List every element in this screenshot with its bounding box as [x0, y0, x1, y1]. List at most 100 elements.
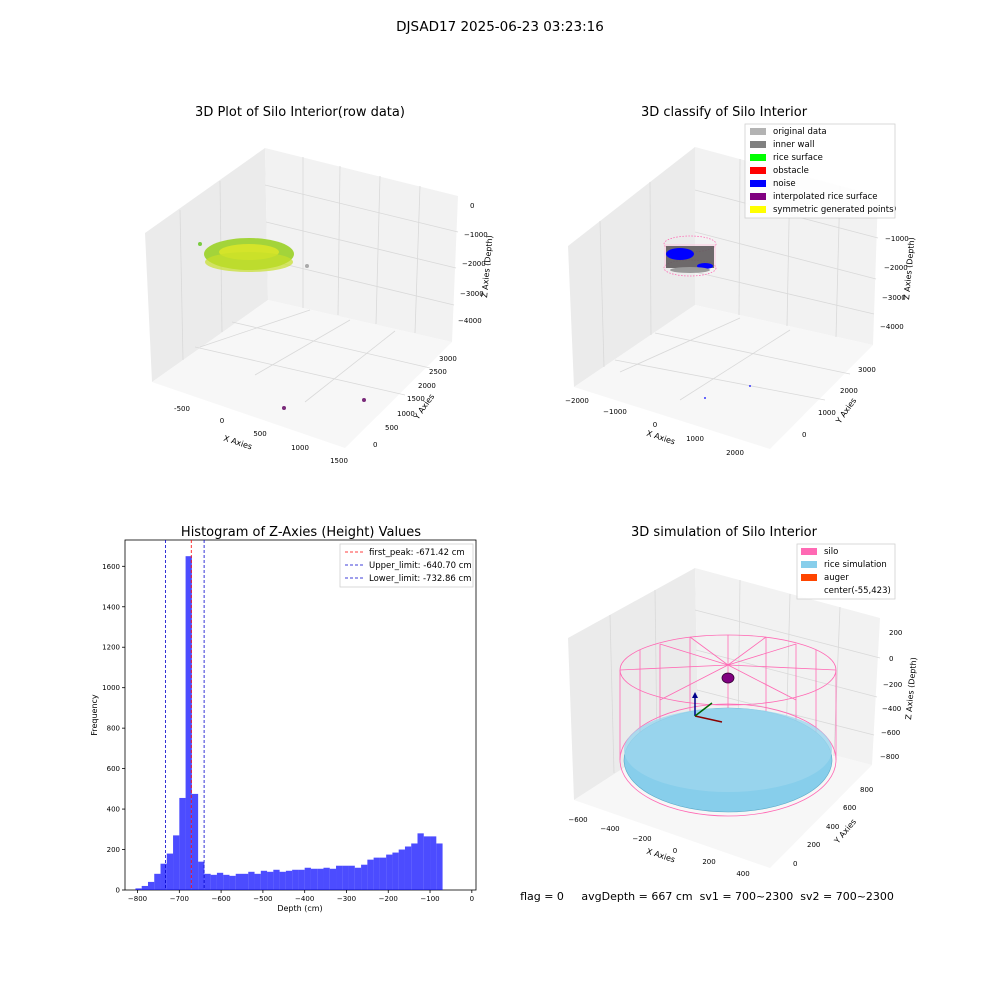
histogram-ylabel: Frequency	[90, 694, 99, 736]
classify-legend-label: obstacle	[773, 166, 809, 176]
histogram-ytick-label: 800	[107, 725, 120, 733]
histogram-ytick-label: 1200	[102, 644, 120, 652]
raw-xtick: 0	[220, 417, 224, 425]
histogram-bar	[310, 868, 318, 890]
classify-legend-label: original data	[773, 127, 827, 137]
raw-xtick: 500	[253, 430, 266, 438]
histogram-ytick-label: 1000	[102, 684, 120, 692]
simulation-plot-title: 3D simulation of Silo Interior	[631, 525, 818, 540]
histogram-ytick-label: 400	[107, 806, 120, 814]
histogram-bar	[436, 843, 443, 890]
histogram-bar	[317, 868, 324, 890]
histogram-bar	[323, 867, 330, 890]
histogram-ytick-label: 200	[107, 846, 120, 854]
simulation-ylabel: Y Axies	[832, 817, 858, 846]
simulation-axis-x-arrow	[694, 715, 723, 723]
histogram-bar	[254, 873, 261, 890]
simulation-ztick: 200	[889, 629, 902, 637]
histogram-plot: Histogram of Z-Axies (Height) Values −80…	[90, 525, 477, 913]
histogram-bar	[354, 867, 362, 890]
classify-xtick: 0	[653, 421, 657, 429]
simulation-legend-swatch	[801, 548, 817, 555]
simulation-ytick: 200	[807, 841, 820, 849]
figure-suptitle: DJSAD17 2025-06-23 03:23:16	[396, 19, 604, 35]
raw-ytick: 3000	[439, 355, 457, 363]
simulation-xtick: −600	[568, 816, 587, 824]
histogram-bar	[423, 836, 431, 890]
histogram-bar	[198, 861, 205, 890]
simulation-legend-label: auger	[824, 573, 849, 583]
histogram-xtick-label: −300	[337, 895, 356, 903]
classify-ztick: −2000	[884, 264, 908, 272]
classify-xtick: 2000	[726, 449, 744, 457]
simulation-3d-plot: 3D simulation of Silo Interior	[568, 525, 918, 878]
histogram-bar	[361, 864, 368, 890]
histogram-bars	[135, 556, 443, 890]
histogram-legend-label: first_peak: -671.42 cm	[369, 548, 465, 558]
simulation-legend-swatch	[801, 561, 817, 568]
classify-legend-swatch	[750, 128, 766, 135]
simulation-ytick: 0	[793, 860, 797, 868]
raw-plot-title: 3D Plot of Silo Interior(row data)	[195, 105, 405, 120]
simulation-ztick: 0	[889, 655, 893, 663]
histogram-xtick-label: −700	[170, 895, 189, 903]
simulation-zlabel: Z Axies (Depth)	[904, 657, 918, 720]
raw-grid	[179, 157, 459, 403]
raw-xlabel: X Axies	[222, 434, 253, 452]
histogram-bar	[411, 843, 418, 890]
histogram-bar	[329, 868, 337, 890]
histogram-bar	[373, 857, 380, 890]
histogram-bar	[204, 873, 211, 890]
histogram-bar	[298, 869, 305, 890]
classify-xlabel: X Axies	[645, 429, 676, 447]
classify-legend-swatch	[750, 167, 766, 174]
raw-outlier-point	[305, 264, 309, 268]
classify-xtick: 1000	[686, 435, 704, 443]
classify-ztick: −4000	[880, 323, 904, 331]
raw-xtick: 1500	[330, 457, 348, 465]
classify-ytick: 1000	[818, 409, 836, 417]
classify-legend-swatch	[750, 206, 766, 213]
histogram-title: Histogram of Z-Axies (Height) Values	[181, 525, 421, 540]
histogram-bar	[260, 870, 268, 890]
classify-original-points	[670, 267, 710, 273]
histogram-bar	[342, 865, 349, 890]
raw-outlier-point	[198, 242, 202, 246]
simulation-ztick: −400	[882, 705, 901, 713]
histogram-xticks: −800 −700 −600 −500 −400 −300 −200 −100 0	[128, 890, 474, 903]
histogram-bar	[210, 874, 217, 890]
raw-ytick: 1000	[397, 410, 415, 418]
simulation-pane-left	[568, 568, 698, 800]
histogram-bar	[430, 836, 437, 890]
classify-ytick: 2000	[840, 387, 858, 395]
histogram-bar	[185, 556, 192, 890]
classify-legend-label: inner wall	[773, 140, 814, 150]
histogram-bar	[160, 863, 167, 890]
histogram-bar	[229, 875, 236, 890]
simulation-legend-label: rice simulation	[824, 560, 887, 570]
histogram-ytick-label: 600	[107, 765, 120, 773]
histogram-xtick-label: −500	[253, 895, 272, 903]
simulation-silo-wireframe	[619, 634, 837, 817]
simulation-legend-swatch	[801, 574, 817, 581]
histogram-bar	[273, 869, 280, 890]
histogram-bar	[285, 870, 293, 890]
classify-zlabel: Z Axies (Depth)	[902, 237, 916, 300]
classify-ytick: 3000	[858, 366, 876, 374]
classify-ylabel: Y Axies	[834, 396, 859, 426]
histogram-xtick-label: −400	[295, 895, 314, 903]
simulation-xtick: −200	[632, 835, 651, 843]
histogram-xtick-label: −600	[211, 895, 230, 903]
histogram-legend-label: Lower_limit: -732.86 cm	[369, 574, 471, 584]
classify-xtick: −2000	[565, 397, 589, 405]
classify-plot-title: 3D classify of Silo Interior	[641, 105, 808, 120]
simulation-axis-z-arrowhead	[692, 692, 698, 698]
histogram-xtick-label: −800	[128, 895, 147, 903]
raw-ytick: 2500	[429, 368, 447, 376]
raw-ztick: −3000	[460, 290, 484, 298]
histogram-bar	[141, 885, 148, 890]
histogram-bar	[191, 793, 199, 890]
classify-grid	[599, 158, 879, 401]
simulation-legend: silo rice simulation auger center(-55,423)	[796, 543, 896, 600]
